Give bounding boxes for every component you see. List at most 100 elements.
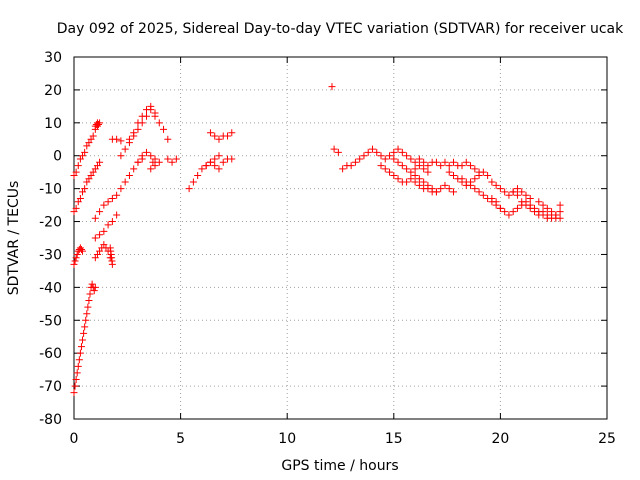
data-point	[543, 211, 551, 219]
data-point	[147, 102, 155, 110]
data-point	[104, 198, 112, 206]
data-point	[74, 362, 82, 370]
data-point	[215, 152, 223, 160]
data-point	[484, 171, 492, 179]
data-point	[138, 152, 146, 160]
data-point	[211, 162, 219, 170]
data-point	[394, 145, 402, 153]
data-point	[70, 389, 78, 397]
data-point	[202, 162, 210, 170]
data-point	[462, 158, 470, 166]
data-point	[518, 188, 526, 196]
data-point	[445, 185, 453, 193]
y-tick-label: 0	[53, 149, 62, 165]
data-point	[198, 165, 206, 173]
data-point	[219, 158, 227, 166]
data-point	[415, 181, 423, 189]
data-point	[424, 168, 432, 176]
data-point	[394, 175, 402, 183]
series-arc-1	[70, 280, 99, 397]
data-point	[488, 195, 496, 203]
data-point	[172, 155, 180, 163]
data-point	[134, 125, 142, 133]
data-point	[420, 158, 428, 166]
data-point	[403, 165, 411, 173]
data-point	[125, 171, 133, 179]
data-point	[531, 208, 539, 216]
data-point	[71, 257, 79, 265]
data-point	[488, 178, 496, 186]
y-tick-label: -60	[39, 346, 62, 362]
data-point	[543, 204, 551, 212]
data-point	[415, 175, 423, 183]
data-point	[72, 168, 80, 176]
data-point	[501, 208, 509, 216]
data-point	[492, 181, 500, 189]
data-point	[330, 145, 338, 153]
data-point	[77, 246, 85, 254]
y-tick-label: 20	[44, 83, 62, 99]
data-point	[432, 188, 440, 196]
data-point	[194, 171, 202, 179]
y-tick-label: -50	[39, 313, 62, 329]
data-point	[134, 158, 142, 166]
grid-lines	[74, 57, 607, 419]
data-point	[85, 297, 93, 305]
data-point	[79, 336, 87, 344]
series-arc-18	[206, 129, 236, 143]
axis-ticks	[73, 56, 608, 420]
data-point	[117, 137, 125, 145]
data-point	[407, 155, 415, 163]
data-point	[84, 303, 92, 311]
data-point	[147, 152, 155, 160]
data-point	[432, 158, 440, 166]
data-point	[151, 162, 159, 170]
data-point	[356, 155, 364, 163]
data-point	[535, 211, 543, 219]
data-point	[185, 185, 193, 193]
data-point	[86, 290, 94, 298]
series-arc-11	[117, 106, 172, 160]
data-point	[189, 178, 197, 186]
data-point	[72, 376, 80, 384]
data-point	[535, 198, 543, 206]
data-point	[121, 145, 129, 153]
data-point	[407, 168, 415, 176]
data-point	[458, 162, 466, 170]
data-point	[390, 148, 398, 156]
series-arc-24	[411, 171, 440, 196]
data-point	[377, 162, 385, 170]
data-point	[168, 158, 176, 166]
data-point	[373, 148, 381, 156]
y-tick-label: -40	[39, 280, 62, 296]
data-point	[556, 208, 564, 216]
data-point	[479, 168, 487, 176]
data-point	[522, 201, 530, 209]
series-arc-10	[108, 135, 125, 145]
y-tick-label: -20	[39, 215, 62, 231]
y-tick-label: -70	[39, 379, 62, 395]
series-arc-15	[164, 155, 180, 166]
data-point	[211, 132, 219, 140]
data-point	[80, 329, 88, 337]
data-point	[206, 129, 214, 137]
data-point	[505, 191, 513, 199]
data-point	[518, 198, 526, 206]
data-point	[449, 188, 457, 196]
data-point	[108, 195, 116, 203]
data-point	[428, 185, 436, 193]
data-point	[441, 158, 449, 166]
data-point	[134, 119, 142, 127]
x-tick-label: 10	[278, 431, 296, 447]
data-point	[76, 195, 84, 203]
series-arc-23	[390, 155, 432, 176]
series-arc-25	[445, 168, 534, 203]
series-arc-20	[330, 145, 342, 156]
series-arc-7	[106, 244, 116, 268]
plot-frame	[73, 56, 608, 420]
series-arc-5	[91, 119, 104, 130]
data-point	[211, 155, 219, 163]
data-point	[509, 188, 517, 196]
data-point	[394, 158, 402, 166]
